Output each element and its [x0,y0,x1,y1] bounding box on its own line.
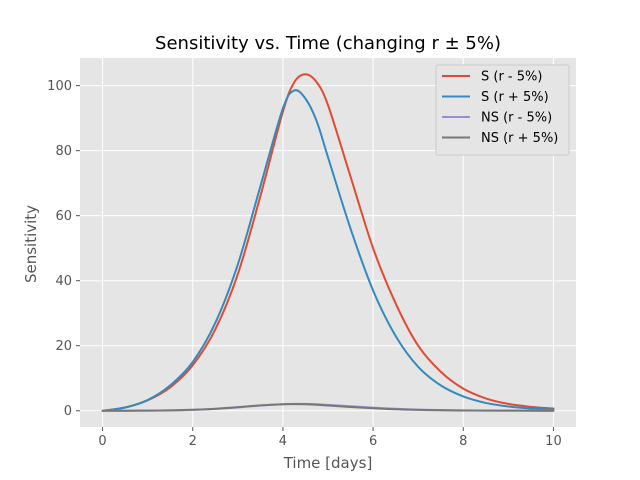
legend-label: NS (r + 5%) [481,131,558,146]
series-line-4 [101,403,555,412]
y-tick-label: 20 [55,339,72,354]
y-tick-label: 0 [64,404,72,419]
series-line-1 [101,73,555,412]
x-axis-label: Time [days] [283,454,373,472]
series-line-2 [101,89,555,412]
x-tick-label: 10 [545,434,562,449]
x-tick-label: 6 [369,434,377,449]
legend-label: S (r + 5%) [481,90,549,105]
legend-box [435,64,570,156]
x-tick-label: 8 [459,434,467,449]
y-tick-label: 60 [55,209,72,224]
chart-title: Sensitivity vs. Time (changing r ± 5%) [155,33,501,54]
legend-label: S (r - 5%) [481,70,542,85]
series-layer [101,73,555,412]
legend: S (r - 5%) S (r + 5%) NS (r - 5%) NS (r + 5… [435,64,570,156]
y-tick-label: 40 [55,274,72,289]
x-tick-label: 0 [98,434,106,449]
y-tick-label: 80 [55,144,72,159]
y-tick-label: 100 [47,79,72,94]
legend-label: NS (r - 5%) [481,111,552,126]
x-tick-label: 4 [279,434,287,449]
y-axis-label: Sensitivity [22,205,40,283]
x-tick-label: 2 [189,434,197,449]
